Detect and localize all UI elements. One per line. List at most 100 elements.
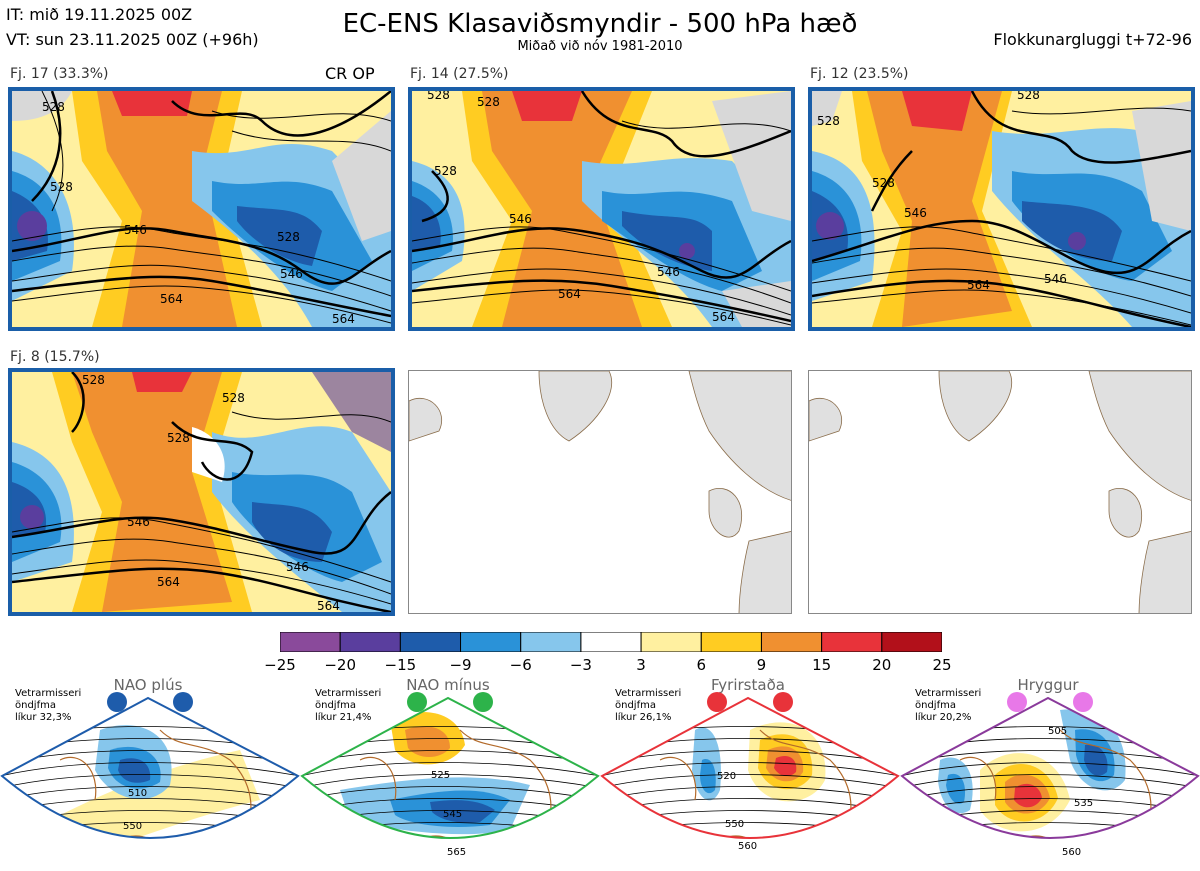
regime-marker-dot — [173, 692, 193, 712]
anomaly-blob — [774, 755, 797, 777]
height-contour — [902, 762, 1198, 777]
colorbar-swatch — [760, 631, 823, 653]
regime-marker-dot — [1073, 692, 1093, 712]
anomaly-blob — [1010, 855, 1042, 865]
contour-label: 560 — [1062, 847, 1081, 858]
contour-label: 528 — [42, 100, 65, 114]
regime-probability: Vetrarmisseri öndjfma líkur 32,3% — [15, 688, 82, 723]
contour-label: 528 — [817, 114, 840, 128]
colorbar-tick: −9 — [449, 656, 472, 674]
contour-label: 535 — [1074, 798, 1093, 809]
regime-probability: Vetrarmisseri öndjfma líkur 26,1% — [615, 688, 682, 723]
contour-label: 528 — [1017, 91, 1040, 102]
colorbar-swatches — [279, 631, 943, 653]
cluster-map-1-plot: 546 546 564 564 528 528 528 — [12, 91, 391, 327]
contour-label: 528 — [434, 164, 457, 178]
contour-label: 528 — [167, 431, 190, 445]
contour-label: 546 — [280, 267, 303, 281]
cluster-map-2-plot: 546 546 564 564 528 528 528 — [412, 91, 791, 327]
regime-frame — [600, 696, 900, 839]
height-contour — [902, 774, 1198, 789]
cluster-map-1[interactable]: 546 546 564 564 528 528 528 — [8, 87, 395, 331]
contour-label: 546 — [127, 515, 150, 529]
contour-label: 546 — [1044, 272, 1067, 286]
regime-map: 505 535 560 — [900, 692, 1200, 865]
regime-title: Hryggur — [1017, 676, 1079, 694]
contour-label: 564 — [712, 310, 735, 324]
colorbar-tick: −3 — [569, 656, 592, 674]
colorbar-swatch — [279, 631, 341, 653]
contour-label: 520 — [717, 771, 736, 782]
height-contour — [602, 762, 898, 777]
contour-label: 564 — [157, 575, 180, 589]
contour-label: 528 — [50, 180, 73, 194]
colorbar-swatch — [339, 631, 401, 653]
contour-label: 528 — [477, 95, 500, 109]
contour-label: 564 — [967, 278, 990, 292]
contour-label: 525 — [431, 770, 450, 781]
height-contour — [302, 762, 598, 777]
regime-marker-dot — [773, 692, 793, 712]
empty-map-panel-2 — [808, 370, 1192, 614]
colorbar-swatch — [881, 631, 943, 653]
height-contour — [602, 786, 898, 801]
cluster-map-2[interactable]: 546 546 564 564 528 528 528 — [408, 87, 795, 331]
height-contour — [902, 786, 1198, 801]
regime-frame — [900, 696, 1200, 839]
page-title: EC-ENS Klasaviðsmyndir - 500 hPa hæð — [342, 9, 858, 39]
contour-label: 564 — [332, 312, 355, 326]
regime-marker-dot — [473, 692, 493, 712]
regime-probability: Vetrarmisseri öndjfma líkur 20,2% — [915, 688, 982, 723]
contour-label: 510 — [128, 788, 147, 799]
issue-time: IT: mið 19.11.2025 00Z — [6, 5, 193, 24]
regime-marker-dot — [707, 692, 727, 712]
anomaly-blob — [430, 800, 495, 823]
colorbar-tick: 20 — [872, 656, 892, 674]
contour-label: 545 — [443, 809, 462, 820]
cluster-map-3[interactable]: 546 546 564 528 528 528 — [808, 87, 1195, 331]
contour-label: 546 — [657, 265, 680, 279]
colorbar-swatch — [700, 631, 762, 653]
regime-map: 520 550 560 — [600, 692, 900, 852]
height-contour — [302, 786, 598, 801]
contour-label: 564 — [558, 287, 581, 301]
cluster-label-2: Fj. 14 (27.5%) — [410, 66, 509, 82]
height-contour — [2, 786, 298, 801]
regime-title: Fyrirstaða — [711, 676, 785, 694]
colorbar-tick: −25 — [264, 656, 296, 674]
colorbar-swatch — [821, 631, 883, 653]
regime-marker-dot — [107, 692, 127, 712]
page-subtitle: Miðað við nóv 1981-2010 — [517, 39, 683, 54]
contour-label: 546 — [509, 212, 532, 226]
regime-marker-dot — [1007, 692, 1027, 712]
height-contour — [2, 774, 298, 789]
control-op-badge: CR OP — [325, 64, 375, 83]
contour-label: 550 — [123, 821, 142, 832]
anomaly-blob — [700, 759, 716, 794]
colorbar-swatch — [399, 631, 462, 653]
empty-map-1-land — [409, 371, 791, 613]
cluster-map-4-plot: 546 546 564 564 528 528 528 — [12, 372, 391, 612]
contour-label: 528 — [427, 91, 450, 102]
contour-label: 528 — [277, 230, 300, 244]
contour-label: 505 — [1048, 726, 1067, 737]
contour-label: 528 — [872, 176, 895, 190]
colorbar-tick: 6 — [696, 656, 707, 674]
contour-label: 560 — [738, 841, 757, 852]
regime-probability: Vetrarmisseri öndjfma líkur 21,4% — [315, 688, 382, 723]
contour-label: 546 — [124, 223, 147, 237]
contour-label: 546 — [904, 206, 927, 220]
contour-label: 546 — [286, 560, 309, 574]
anomaly-colorbar — [279, 631, 943, 653]
colorbar-swatch — [640, 631, 702, 653]
cluster-map-4[interactable]: 546 546 564 564 528 528 528 — [8, 368, 395, 616]
regime-map: 525 545 565 — [300, 692, 600, 858]
colorbar-swatch — [460, 631, 522, 653]
colorbar-tick: 9 — [756, 656, 767, 674]
regime-frame — [0, 696, 300, 839]
anomaly-blob — [405, 726, 450, 757]
classification-window: Flokkunargluggi t+72-96 — [993, 30, 1192, 49]
cluster-label-1: Fj. 17 (33.3%) — [10, 66, 109, 82]
regime-title: NAO plús — [113, 676, 183, 694]
regime-marker-dot — [407, 692, 427, 712]
